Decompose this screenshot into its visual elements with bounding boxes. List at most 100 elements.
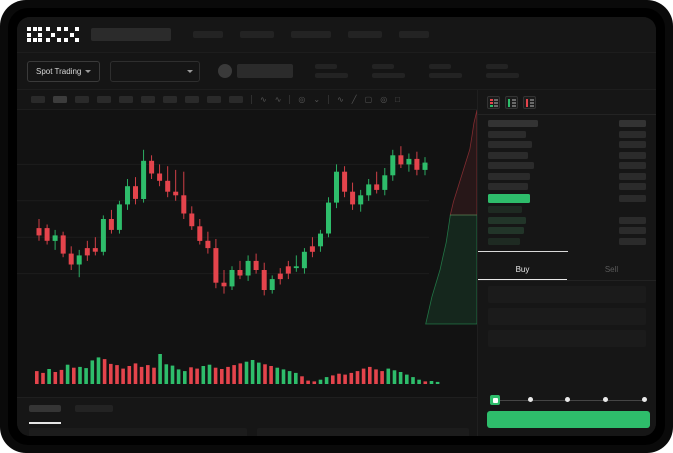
interval-button-1[interactable]: [31, 96, 45, 103]
okx-logo[interactable]: [27, 27, 79, 42]
orders-content-box-1: [29, 428, 247, 436]
interval-button-2[interactable]: [53, 96, 67, 103]
slider-step-50[interactable]: [565, 397, 570, 402]
order-book-bottom-divider: [478, 250, 568, 252]
orders-tab-2[interactable]: [75, 405, 113, 412]
coin-avatar: [218, 64, 233, 78]
ask-amount: [619, 130, 646, 138]
order-book-header-row: [478, 120, 656, 127]
submit-buy-button[interactable]: [487, 411, 650, 428]
interval-button-8[interactable]: [185, 96, 199, 103]
alert-icon[interactable]: ◎: [298, 94, 306, 104]
orderbook-both-icon[interactable]: [487, 96, 500, 109]
amount-slider[interactable]: [485, 395, 651, 405]
order-book-view-toggles: [478, 90, 656, 114]
fullscreen-icon[interactable]: □: [395, 94, 401, 104]
settings-icon[interactable]: ◎: [380, 94, 388, 104]
interval-button-3[interactable]: [75, 96, 89, 103]
indicator-icon[interactable]: ∿: [260, 94, 267, 104]
order-field-3[interactable]: [488, 330, 646, 347]
orders-tab-list: [17, 398, 477, 412]
market-mode-dropdown[interactable]: Spot Trading: [27, 60, 101, 82]
order-book-ask-row[interactable]: [478, 172, 656, 180]
orders-tab-1[interactable]: [29, 405, 61, 412]
order-field-1[interactable]: [488, 286, 646, 303]
logo-letter-k: [45, 27, 61, 42]
order-book-ask-row[interactable]: [478, 151, 656, 159]
interval-button-6[interactable]: [141, 96, 155, 103]
candles-svg: [17, 146, 429, 296]
search-input[interactable]: [91, 28, 171, 41]
bid-price: [488, 237, 520, 245]
app-screen: Spot Trading: [17, 17, 656, 436]
nav-item-3[interactable]: [291, 31, 331, 38]
logo-letter-o: [27, 27, 42, 42]
interval-button-9[interactable]: [207, 96, 221, 103]
compare-icon[interactable]: ∿: [274, 94, 282, 104]
slider-step-75[interactable]: [603, 397, 608, 402]
order-book-bid-row[interactable]: [478, 227, 656, 234]
orderbook-asks-icon[interactable]: [523, 96, 536, 109]
tab-sell[interactable]: Sell: [604, 265, 619, 274]
order-book-last-price-row: [478, 193, 656, 203]
ruler-icon[interactable]: ╱: [351, 94, 357, 104]
volume-chart[interactable]: [17, 342, 477, 397]
bid-price: [488, 216, 526, 224]
pair-select-dropdown[interactable]: [110, 60, 201, 82]
order-book-ask-row[interactable]: [478, 130, 656, 138]
nav-item-5[interactable]: [399, 31, 429, 38]
ask-price: [488, 183, 528, 190]
order-book-price-header: [488, 120, 538, 127]
order-book-bid-row[interactable]: [478, 216, 656, 224]
slider-handle[interactable]: [490, 395, 500, 405]
toolbar-divider: [328, 95, 330, 104]
candlestick-chart[interactable]: [17, 110, 477, 342]
ask-amount: [619, 141, 646, 148]
ask-amount: [619, 172, 646, 180]
order-book-ask-row[interactable]: [478, 162, 656, 169]
volume-svg: [35, 354, 440, 384]
camera-icon[interactable]: ▢: [364, 94, 373, 104]
trade-tab-list: Buy Sell: [478, 259, 656, 281]
interval-button-10[interactable]: [229, 96, 243, 103]
ask-price: [488, 162, 534, 169]
ask-price: [488, 172, 530, 180]
order-book-bid-row[interactable]: [478, 206, 656, 213]
orders-panel: [17, 397, 477, 436]
order-book-ask-row[interactable]: [478, 183, 656, 190]
chart-toolbar: ∿ ∿ ◎ ⌄ ∿ ╱ ▢ ◎ □: [17, 90, 477, 110]
order-field-2[interactable]: [488, 308, 646, 325]
toolbar-divider: [289, 95, 291, 104]
order-book-bid-row[interactable]: [478, 237, 656, 245]
ask-price: [488, 151, 528, 159]
nav-item-1[interactable]: [193, 31, 223, 38]
ask-price: [488, 130, 526, 138]
market-stat-3: [429, 64, 463, 78]
interval-button-7[interactable]: [163, 96, 177, 103]
order-book-amount-header: [619, 120, 646, 127]
chevron-down-icon[interactable]: ⌄: [313, 94, 321, 104]
bid-amount: [619, 237, 646, 245]
orderbook-bids-icon[interactable]: [505, 96, 518, 109]
order-book-ask-row[interactable]: [478, 141, 656, 148]
ask-amount: [619, 162, 646, 169]
slider-step-100[interactable]: [642, 397, 647, 402]
slider-step-25[interactable]: [528, 397, 533, 402]
line-chart-icon[interactable]: ∿: [337, 94, 344, 104]
active-tab-underline: [29, 422, 61, 424]
ask-price: [488, 141, 532, 148]
last-price-amount: [619, 194, 646, 202]
interval-button-5[interactable]: [119, 96, 133, 103]
market-stat-1: [315, 64, 349, 78]
ask-amount: [619, 183, 646, 190]
bid-price: [488, 206, 522, 213]
device-bezel: Spot Trading: [8, 8, 665, 445]
nav-item-2[interactable]: [240, 31, 274, 38]
nav-item-4[interactable]: [348, 31, 382, 38]
order-book-panel: Buy Sell: [477, 90, 656, 436]
order-book-divider: [478, 114, 656, 115]
interval-button-4[interactable]: [97, 96, 111, 103]
orders-content-box-2: [257, 428, 469, 436]
tab-buy[interactable]: Buy: [478, 259, 567, 280]
